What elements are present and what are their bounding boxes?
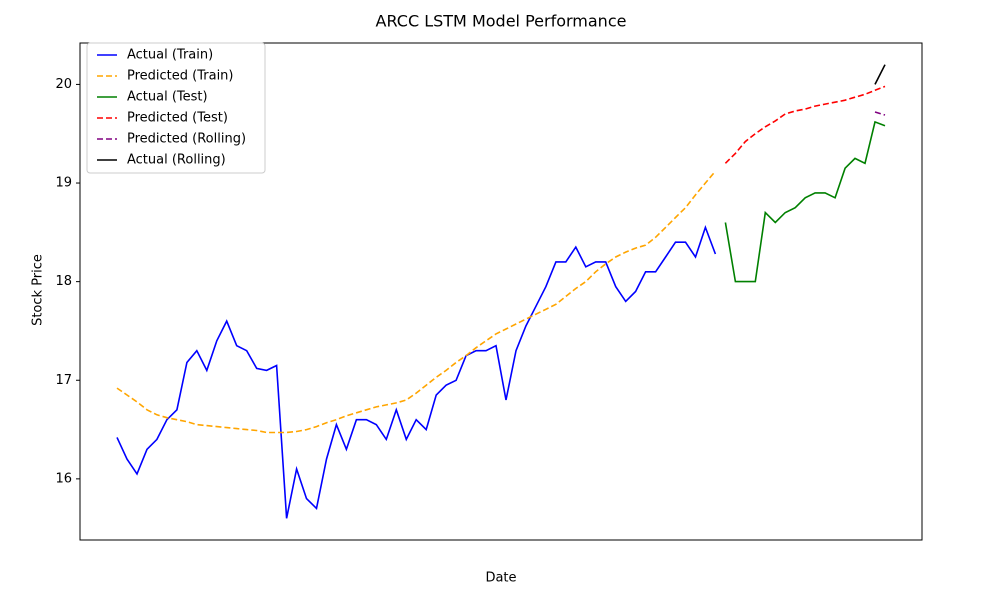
plot-frame (79, 42, 923, 541)
y-tick-label: 18 (55, 274, 72, 289)
series-line (116, 225, 717, 519)
chart-title: ARCC LSTM Model Performance (376, 12, 627, 31)
legend-label: Predicted (Train) (127, 69, 234, 84)
series-line (724, 120, 886, 283)
y-tick-label: 16 (55, 471, 72, 486)
legend-label: Actual (Rolling) (127, 153, 226, 168)
y-tick-label: 17 (55, 373, 72, 388)
series-line (724, 85, 886, 164)
x-axis-label: Date (485, 571, 516, 586)
legend-box (86, 42, 266, 174)
legend-label: Actual (Test) (127, 90, 208, 105)
y-tick-label: 19 (55, 176, 72, 191)
y-axis-label: Stock Price (31, 254, 46, 326)
series-line (874, 111, 886, 116)
legend-label: Predicted (Rolling) (127, 132, 246, 147)
series-line (874, 64, 886, 85)
y-tick-label: 20 (55, 77, 72, 92)
series-line (116, 170, 717, 434)
legend-label: Actual (Train) (127, 48, 213, 63)
legend-label: Predicted (Test) (127, 111, 228, 126)
